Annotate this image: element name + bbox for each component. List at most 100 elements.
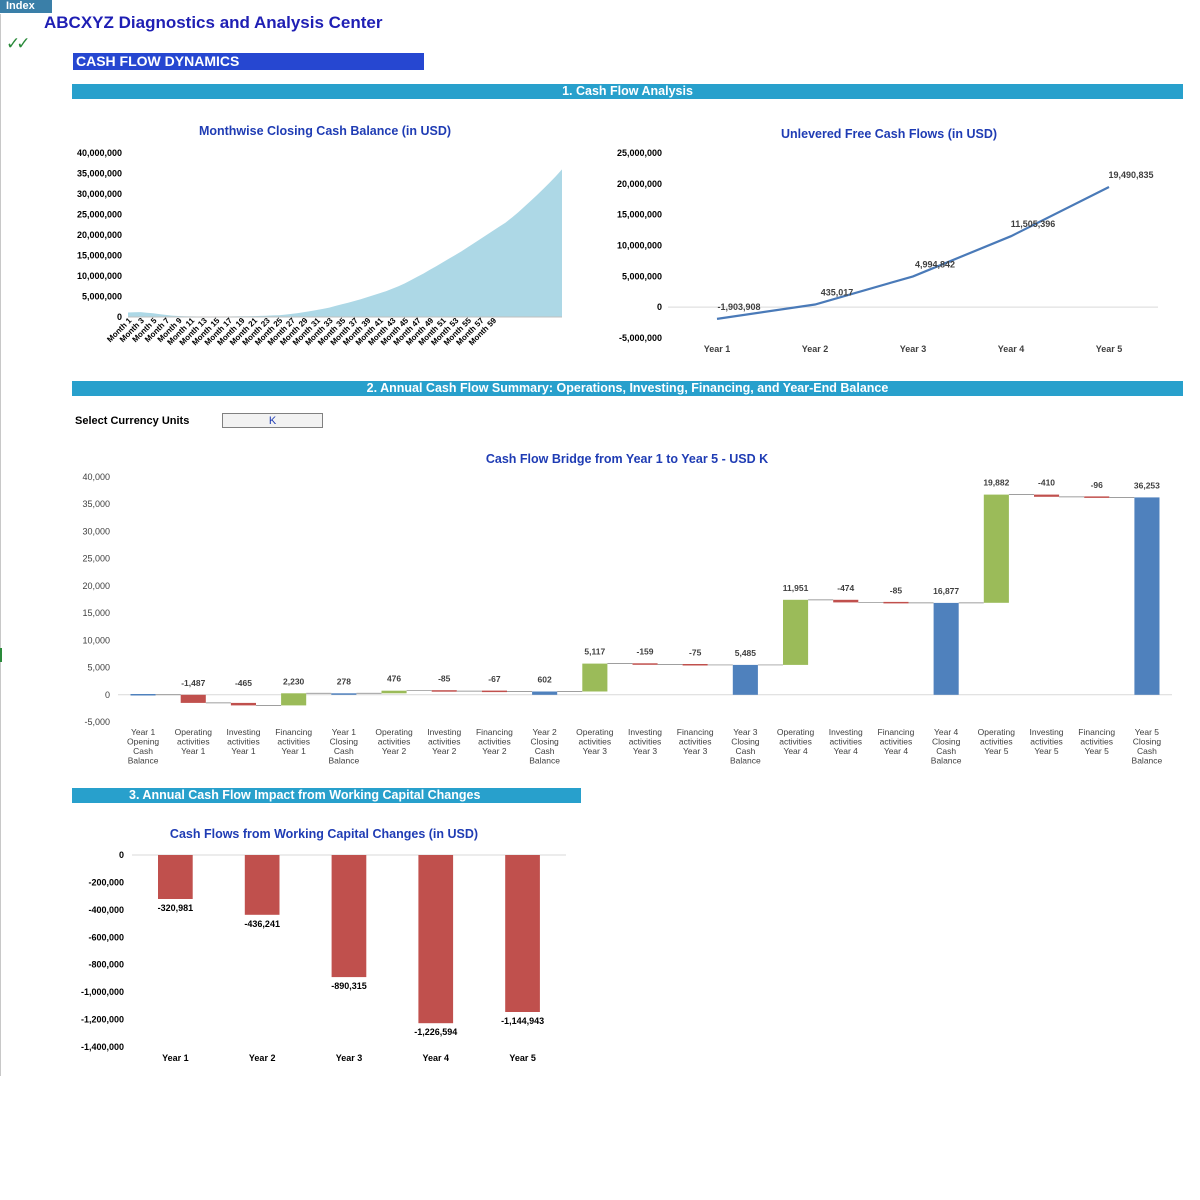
- y-tick-label: -600,000: [88, 932, 124, 942]
- data-label: 16,877: [933, 586, 959, 596]
- checkmark-icon: ✓✓: [6, 34, 30, 53]
- y-tick-label: 0: [105, 690, 110, 700]
- x-tick-label: Financing: [275, 727, 312, 737]
- waterfall-chart: 40,000 35,000 30,000 25,000 20,000 15,000 10,0…: [82, 472, 1172, 766]
- y-tick-label: 40,000,000: [77, 148, 122, 158]
- wc-bar: [244, 855, 280, 915]
- x-tick-label: activities: [679, 737, 712, 747]
- x-tick-label: Year 1: [181, 746, 206, 756]
- y-tick-label: 0: [117, 312, 122, 322]
- x-tick-label: Financing: [677, 727, 714, 737]
- line-series: [716, 186, 1110, 320]
- y-tick-label: 35,000,000: [77, 169, 122, 179]
- x-tick-label: activities: [579, 737, 612, 747]
- data-label: -85: [438, 674, 451, 684]
- x-tick-label: activities: [227, 737, 260, 747]
- x-tick-label: Year 5: [984, 746, 1009, 756]
- x-tick-label: Year 2: [249, 1053, 276, 1063]
- waterfall-bar: [381, 690, 407, 694]
- index-tab[interactable]: Index: [0, 0, 52, 13]
- y-tick-label: 15,000,000: [77, 251, 122, 261]
- data-label: -465: [235, 678, 252, 688]
- x-tick-label: activities: [1080, 737, 1113, 747]
- data-label: -159: [636, 647, 653, 657]
- wc-bar: [158, 855, 193, 899]
- x-tick-label: activities: [378, 737, 411, 747]
- x-tick-label: Operating: [576, 727, 614, 737]
- y-tick-label: 5,000: [87, 663, 110, 673]
- x-tick-label: Year 3: [733, 727, 758, 737]
- x-tick-label: Year 4: [834, 746, 859, 756]
- data-label: 2,230: [283, 676, 305, 686]
- x-tick-label: Year 5: [1085, 746, 1110, 756]
- x-tick-label: Investing: [628, 727, 662, 737]
- x-tick-label: activities: [829, 737, 862, 747]
- y-tick-label: 0: [119, 850, 124, 860]
- x-tick-label: Year 3: [900, 344, 927, 354]
- x-tick-label: Year 1: [704, 344, 731, 354]
- y-tick-label: 0: [657, 302, 662, 312]
- y-tick-label: 5,000,000: [622, 271, 662, 281]
- x-tick-label: Balance: [730, 756, 761, 766]
- waterfall-bar: [180, 694, 206, 703]
- x-tick-label: Closing: [1133, 737, 1162, 747]
- currency-units-label: Select Currency Units: [75, 415, 190, 427]
- wc-bar-chart: 0 -200,000 -400,000 -600,000 -800,000 -1,000,…: [81, 850, 566, 1063]
- currency-units-select[interactable]: K: [222, 413, 323, 428]
- x-tick-label: Opening: [127, 737, 159, 747]
- x-tick-label: Year 2: [482, 746, 507, 756]
- y-tick-label: 15,000,000: [617, 210, 662, 220]
- waterfall-bar: [1084, 496, 1110, 498]
- waterfall-bar: [732, 664, 758, 695]
- y-tick-label: 10,000,000: [617, 241, 662, 251]
- x-tick-label: Year 3: [583, 746, 608, 756]
- x-tick-label: Financing: [476, 727, 513, 737]
- x-tick-label: Balance: [931, 756, 962, 766]
- x-tick-label: Investing: [829, 727, 863, 737]
- waterfall-bar: [682, 664, 708, 666]
- x-tick-label: Closing: [530, 737, 559, 747]
- section-title: CASH FLOW DYNAMICS: [73, 53, 424, 70]
- data-label: 11,951: [783, 583, 809, 593]
- data-label: 19,490,835: [1108, 170, 1153, 180]
- x-tick-label: activities: [880, 737, 913, 747]
- area-chart: 40,000,000 35,000,000 30,000,000 25,000,000…: [77, 148, 562, 347]
- waterfall-bar: [1134, 497, 1160, 695]
- y-tick-label: 30,000,000: [77, 189, 122, 199]
- x-tick-label: Balance: [529, 756, 560, 766]
- x-tick-label: Closing: [731, 737, 760, 747]
- row-marker: [0, 648, 2, 662]
- x-tick-label: Year 2: [532, 727, 557, 737]
- x-tick-label: Operating: [777, 727, 815, 737]
- y-tick-label: -5,000,000: [619, 333, 662, 343]
- data-label: -1,903,908: [717, 302, 760, 312]
- x-tick-label: Year 1: [231, 746, 256, 756]
- y-tick-label: 25,000,000: [77, 210, 122, 220]
- y-tick-label: -800,000: [88, 960, 124, 970]
- data-label: -890,315: [331, 981, 367, 991]
- data-label: 602: [538, 675, 552, 685]
- waterfall-bar: [1034, 494, 1060, 497]
- waterfall-bar: [431, 690, 457, 692]
- waterfall-bar: [331, 693, 357, 695]
- x-tick-label: Operating: [375, 727, 413, 737]
- waterfall-bar: [532, 691, 558, 695]
- x-tick-label: Closing: [932, 737, 961, 747]
- x-tick-label: Year 5: [1034, 746, 1059, 756]
- x-tick-label: Year 4: [934, 727, 959, 737]
- x-tick-label: Cash: [133, 746, 153, 756]
- x-tick-label: Financing: [878, 727, 915, 737]
- waterfall-bar: [230, 702, 256, 706]
- y-tick-label: 30,000: [82, 526, 110, 536]
- data-label: -436,241: [244, 919, 280, 929]
- x-tick-label: Balance: [1132, 756, 1163, 766]
- section-band-cash-flow-analysis: 1. Cash Flow Analysis: [72, 84, 1183, 99]
- x-tick-label: Cash: [535, 746, 555, 756]
- data-label: -320,981: [158, 903, 194, 913]
- waterfall-bar: [481, 690, 507, 693]
- x-tick-label: Year 2: [382, 746, 407, 756]
- data-label: -1,487: [181, 678, 205, 688]
- x-tick-label: Cash: [936, 746, 956, 756]
- y-tick-label: 25,000,000: [617, 148, 662, 158]
- wc-bar: [418, 855, 454, 1024]
